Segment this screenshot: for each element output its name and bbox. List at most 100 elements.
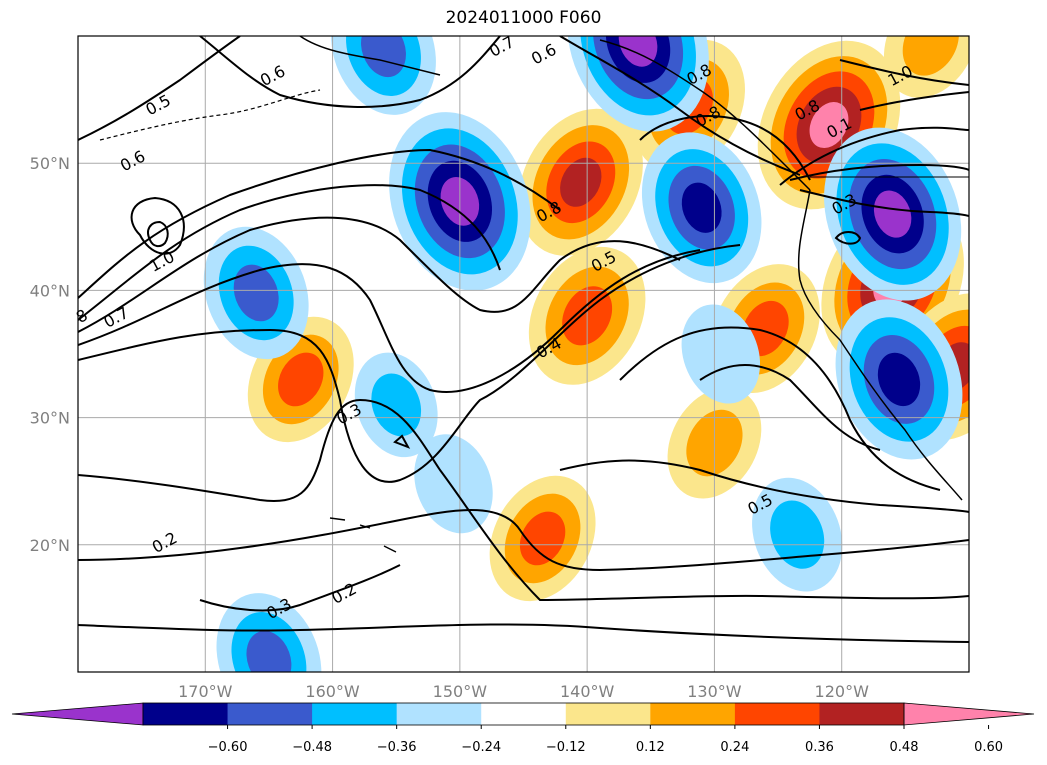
map-gridlines — [78, 36, 969, 672]
negative-anomaly — [567, 36, 709, 132]
contour-label: 0.6 — [117, 147, 148, 176]
colorbar-tick-label: −0.48 — [292, 740, 332, 755]
contour-line — [559, 36, 801, 176]
anomaly-band — [618, 36, 658, 67]
lon-tick-label: 140°W — [560, 682, 615, 701]
contour-line — [78, 216, 681, 333]
lon-tick-label: 170°W — [178, 682, 233, 701]
positive-anomaly — [883, 36, 969, 98]
contour-line — [78, 148, 561, 299]
anomaly-band — [371, 373, 422, 437]
contour-line — [789, 163, 969, 181]
positive-anomaly — [489, 475, 596, 602]
negative-anomaly — [354, 352, 438, 458]
coastline-hawaii — [329, 517, 397, 553]
colorbar-tick-label: −0.60 — [208, 740, 248, 755]
anomaly-band — [902, 36, 959, 76]
contour-line — [78, 509, 969, 572]
colorbar-segment — [396, 703, 482, 725]
colorbar-tick-label: 0.24 — [720, 740, 749, 755]
negative-anomaly — [331, 36, 436, 115]
contour-line — [78, 36, 241, 141]
colorbar-frame — [142, 702, 905, 726]
map-frame — [77, 35, 970, 673]
anomaly-band — [519, 511, 566, 566]
coastline-alaska — [299, 36, 811, 191]
colorbar-extend-max — [903, 702, 1035, 726]
contour-line — [699, 364, 881, 451]
anomaly-band — [246, 630, 292, 672]
lat-tick-label: 50°N — [30, 154, 70, 173]
anomaly-band — [809, 102, 849, 149]
colorbar-segment — [481, 703, 567, 725]
anomaly-band — [233, 264, 279, 322]
map-title: 2024011000 F060 — [445, 8, 602, 28]
contour-line — [147, 220, 169, 248]
contour-line — [799, 189, 969, 217]
negative-anomaly — [203, 226, 309, 360]
anomaly-band — [681, 182, 722, 233]
colorbar-tick-label: 0.60 — [974, 740, 1003, 755]
contour-lines — [78, 36, 969, 643]
coastline-aleutians — [99, 89, 321, 141]
contour-line — [78, 244, 741, 483]
contour-label: 0.6 — [528, 40, 559, 69]
colorbar-tick-label: −0.12 — [546, 740, 586, 755]
coastline-north-america — [797, 189, 963, 501]
colorbar: −0.60 −0.48 −0.36 −0.24 −0.12 0.12 0.24 0.36 0.4… — [11, 702, 1035, 755]
colorbar-segment — [819, 703, 905, 725]
contour-label: 0.5 — [142, 91, 173, 120]
contour-line — [859, 91, 969, 111]
contour-line — [559, 459, 969, 513]
colorbar-tick-label: 0.48 — [890, 740, 919, 755]
contour-line — [639, 115, 811, 181]
colorbar-segment — [650, 703, 736, 725]
contour-line — [393, 434, 411, 449]
colorbar-tick-label: −0.36 — [377, 740, 417, 755]
negative-anomaly — [824, 127, 962, 301]
lat-tick-label: 40°N — [30, 281, 70, 300]
negative-anomaly — [752, 477, 843, 592]
colorbar-tick-label: −0.24 — [461, 740, 501, 755]
contour-line — [619, 326, 941, 491]
lon-tick-label: 150°W — [433, 682, 488, 701]
positive-anomaly — [518, 108, 643, 256]
contour-line — [199, 564, 401, 612]
colorbar-segment — [227, 703, 313, 725]
contour-label: 0.2 — [149, 528, 180, 557]
contour-line — [839, 59, 969, 86]
colorbar-segment — [565, 703, 651, 725]
lat-tick-label: 20°N — [30, 536, 70, 555]
anomaly-band — [361, 36, 406, 78]
colorbar-extend-min — [11, 702, 144, 726]
negative-anomaly — [835, 299, 963, 460]
contour-line — [78, 249, 701, 393]
anomaly-band — [560, 157, 602, 207]
anomaly-band — [770, 500, 825, 569]
contour-line — [130, 196, 185, 255]
contour-line — [78, 398, 969, 602]
lat-tick-label: 30°N — [30, 409, 70, 428]
contour-line — [834, 231, 862, 245]
colorbar-segment — [312, 703, 398, 725]
lon-tick-label: 130°W — [687, 682, 742, 701]
anomaly-band — [278, 352, 324, 407]
colorbar-tick-label: 0.36 — [805, 740, 834, 755]
axis-labels: 50°N 40°N 30°N 20°N 170°W 160°W 150°W 140°W 130°… — [30, 154, 869, 701]
coastlines — [99, 36, 969, 553]
contour-label: 0.7 — [100, 303, 131, 332]
contour-label: 8 — [73, 305, 91, 327]
contour-line — [199, 36, 501, 108]
lon-tick-label: 160°W — [305, 682, 360, 701]
contour-line — [78, 623, 969, 643]
colorbar-segment — [734, 703, 820, 725]
anomaly-band — [873, 190, 912, 238]
anomaly-band — [877, 352, 921, 407]
contour-line — [78, 184, 501, 321]
colorbar-segment — [143, 703, 229, 725]
negative-anomaly — [216, 593, 322, 672]
contour-line — [779, 126, 969, 186]
colorbar-tick-label: 0.12 — [636, 740, 665, 755]
lon-tick-label: 120°W — [815, 682, 870, 701]
